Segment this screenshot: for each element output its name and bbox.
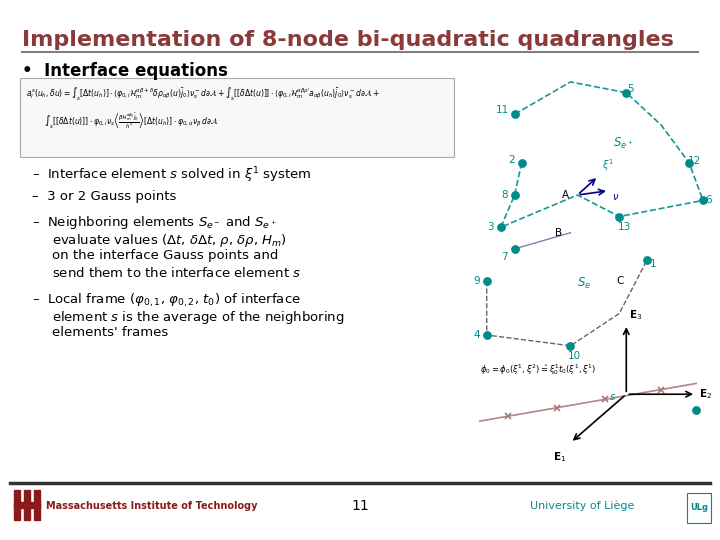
Text: $\nu$: $\nu$ bbox=[612, 192, 619, 202]
Text: 10: 10 bbox=[568, 351, 581, 361]
Text: $s$: $s$ bbox=[608, 392, 616, 402]
Text: 12: 12 bbox=[688, 156, 701, 166]
Bar bbox=[14, 502, 40, 508]
Point bbox=[697, 196, 708, 205]
Point bbox=[683, 158, 695, 167]
Text: $\mathbf{E}_3$: $\mathbf{E}_3$ bbox=[629, 308, 642, 322]
FancyBboxPatch shape bbox=[20, 78, 454, 157]
Text: 11: 11 bbox=[351, 499, 369, 513]
Text: –  3 or 2 Gauss points: – 3 or 2 Gauss points bbox=[32, 190, 176, 203]
Text: evaluate values ($\Delta t$, $\delta\Delta t$, $\rho$, $\delta\rho$, $H_m$): evaluate values ($\Delta t$, $\delta\Del… bbox=[52, 232, 287, 249]
Point bbox=[481, 330, 492, 339]
Text: ULg: ULg bbox=[690, 503, 708, 512]
Text: element $s$ is the average of the neighboring: element $s$ is the average of the neighb… bbox=[52, 309, 344, 326]
Point bbox=[509, 245, 521, 253]
Point bbox=[509, 191, 521, 199]
Point bbox=[613, 212, 625, 221]
Text: $\mathbf{E}_2$: $\mathbf{E}_2$ bbox=[699, 387, 712, 401]
Text: •  Interface equations: • Interface equations bbox=[22, 62, 228, 80]
Text: –  Local frame ($\varphi_{0,1}$, $\varphi_{0,2}$, $t_0$) of interface: – Local frame ($\varphi_{0,1}$, $\varphi… bbox=[32, 292, 301, 309]
Point bbox=[509, 110, 521, 119]
Point bbox=[516, 158, 527, 167]
Text: 11: 11 bbox=[496, 105, 509, 115]
Text: 1: 1 bbox=[650, 259, 657, 268]
Text: 8: 8 bbox=[501, 190, 508, 200]
Text: 13: 13 bbox=[618, 221, 631, 232]
Text: 5: 5 bbox=[627, 84, 634, 94]
Text: –  Interface element $s$ solved in $\xi^1$ system: – Interface element $s$ solved in $\xi^1… bbox=[32, 165, 312, 185]
Bar bbox=[14, 490, 20, 520]
Point bbox=[621, 89, 632, 97]
FancyBboxPatch shape bbox=[687, 493, 711, 523]
Text: $\xi^1$: $\xi^1$ bbox=[602, 158, 613, 173]
Text: –  Neighboring elements $S_{e^-}$ and $S_{e^+}$: – Neighboring elements $S_{e^-}$ and $S_… bbox=[32, 214, 277, 231]
Text: 2: 2 bbox=[508, 154, 515, 165]
Point bbox=[642, 255, 653, 264]
Text: elements' frames: elements' frames bbox=[52, 326, 168, 339]
Text: send them to the interface element $s$: send them to the interface element $s$ bbox=[52, 266, 301, 280]
Text: $\int_s [[\delta\Delta t(u)]] \cdot \varphi_{0,i} \nu_s \left\langle \frac{\beta: $\int_s [[\delta\Delta t(u)]] \cdot \var… bbox=[44, 112, 218, 131]
Text: Implementation of 8-node bi-quadratic quadrangles: Implementation of 8-node bi-quadratic qu… bbox=[22, 30, 674, 50]
Text: $S_e$: $S_e$ bbox=[577, 276, 592, 292]
Point bbox=[564, 341, 576, 350]
Point bbox=[481, 277, 492, 286]
Text: 6: 6 bbox=[706, 195, 712, 205]
Text: $\phi_0 = \phi_0(\xi^1, \xi^2) \hat{=} \xi_0^1 t_0(\xi^1, \xi^1)$: $\phi_0 = \phi_0(\xi^1, \xi^2) \hat{=} \… bbox=[480, 362, 596, 377]
Text: $S_{e^+}$: $S_{e^+}$ bbox=[613, 136, 633, 151]
Text: 7: 7 bbox=[501, 252, 508, 262]
Point bbox=[690, 406, 702, 415]
Text: University of Liège: University of Liège bbox=[530, 501, 634, 511]
Bar bbox=[24, 490, 30, 520]
Text: Massachusetts Institute of Technology: Massachusetts Institute of Technology bbox=[46, 501, 258, 511]
Bar bbox=[34, 490, 40, 520]
Text: on the interface Gauss points and: on the interface Gauss points and bbox=[52, 249, 279, 262]
Text: 9: 9 bbox=[474, 276, 480, 286]
Text: 3: 3 bbox=[487, 222, 494, 232]
Text: C: C bbox=[616, 276, 624, 286]
Text: A: A bbox=[562, 190, 570, 200]
Point bbox=[495, 223, 506, 232]
Text: 4: 4 bbox=[474, 330, 480, 340]
Text: B: B bbox=[555, 228, 562, 238]
Text: $a_l^s(u_h, \delta u) = \int_s [\Delta t(u_h)] \cdot \langle \varphi_{0,i} \math: $a_l^s(u_h, \delta u) = \int_s [\Delta t… bbox=[26, 85, 379, 102]
Text: $\mathbf{E}_1$: $\mathbf{E}_1$ bbox=[553, 451, 567, 464]
